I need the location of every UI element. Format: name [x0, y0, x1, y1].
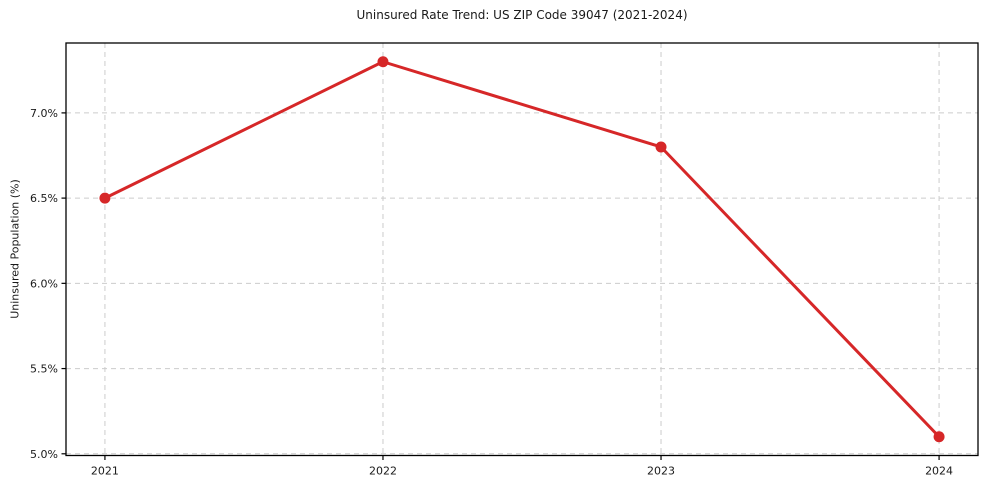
data-point: [99, 192, 111, 204]
trend-line: [103, 60, 941, 439]
data-point: [655, 141, 667, 153]
x-tick-label: 2021: [91, 465, 119, 478]
y-tick-label: 5.0%: [30, 448, 58, 461]
data-point: [933, 431, 945, 443]
y-tick-label: 7.0%: [30, 107, 58, 120]
x-tick-label: 2023: [647, 465, 675, 478]
data-point: [377, 56, 389, 68]
chart-title: Uninsured Rate Trend: US ZIP Code 39047 …: [356, 8, 688, 22]
y-tick-label: 6.5%: [30, 192, 58, 205]
y-tick-label: 6.0%: [30, 277, 58, 290]
x-tick-label: 2022: [369, 465, 397, 478]
y-tick-label: 5.5%: [30, 363, 58, 376]
x-tick-label: 2024: [925, 465, 953, 478]
plot-border: [65, 42, 979, 457]
